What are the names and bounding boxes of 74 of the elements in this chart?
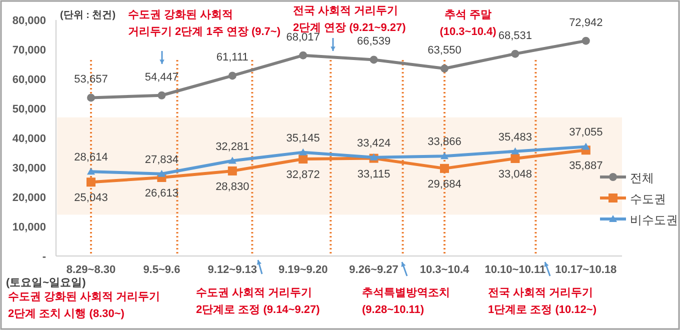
data-label: 35,145 [286,132,320,144]
data-label: 35,483 [498,131,532,144]
x-tick-label: 9.12~9.13 [208,264,258,276]
y-tick-label: 70,000 [12,44,46,56]
text: 수도권 강화된 사회적 거리두기 2단계 조치 시행 (8.30~) [8,291,160,320]
point [299,148,308,156]
point [582,36,590,45]
data-label: 27,834 [144,154,179,166]
data-label: 53,657 [74,74,108,86]
point [87,168,95,175]
data-label: 33,866 [428,136,462,148]
data-label: 68,017 [286,31,320,44]
y-tick-label: 40,000 [12,133,46,145]
legend-label: 수도권 [630,192,666,206]
point [370,56,378,64]
x-tick-label: 10.17~10.18 [555,264,617,276]
annotation: 수도권 강화된 사회적 거리두기 2단계 1주 연장 (9.7~) [128,9,281,38]
x-tick-label: 9.5~9.6 [143,264,180,276]
data-label: 32,872 [286,169,320,182]
point [582,142,590,150]
data-label: 61,111 [216,52,248,64]
text: 수도권 사회적 거리두기 2단계로 조정 (9.14~9.27) [196,287,320,316]
y-tick-label: 50,000 [12,104,46,116]
y-tick-label: - [42,251,46,263]
data-label: 25,043 [74,192,108,204]
y-tick-label: 80,000 [12,15,46,27]
data-label: 33,424 [356,137,391,150]
point [87,94,95,102]
x-tick-label: 8.29~8.30 [66,264,116,276]
data-label: 54,447 [144,71,179,84]
point [510,154,520,164]
data-label: 28,830 [216,180,250,193]
text: 추석특별방역조치 (9.28~10.11) [362,287,450,316]
point [228,156,236,164]
annotation: 추석 주말 (10.3~10.4) [440,9,497,38]
data-label: 35,887 [569,160,603,172]
point [511,147,520,154]
data-label: 37,055 [569,126,603,139]
point [228,166,237,176]
data-label: 26,613 [144,187,179,200]
data-label: 33,115 [357,168,390,180]
y-tick-label: 20,000 [12,192,46,204]
point [440,64,448,73]
data-label: 28,614 [74,152,108,164]
data-label: 72,942 [569,16,603,29]
annotation: (단위 : 천건) [60,10,116,21]
x-tick-label: 9.19~9.20 [278,264,328,276]
y-tick-label: 30,000 [12,162,46,174]
legend-label: 전체 [630,171,654,185]
y-tick-label: 60,000 [12,74,46,86]
point [86,178,96,187]
legend-label: 비수도권 [630,213,678,227]
data-label: 63,550 [428,44,462,57]
y-tick-label: 10,000 [12,222,46,234]
annotation: 전국 사회적 거리두기 2단계 연장 (9.21~9.27) [293,5,406,34]
point [440,164,449,173]
point [228,72,236,80]
data-label: 33,048 [498,168,532,181]
point [299,51,308,60]
point [158,91,166,100]
x-tick-label: 9.26~9.27 [349,264,398,276]
x-tick-label: 10.10~10.11 [484,264,546,276]
point [298,154,308,164]
x-tick-label: 10.3~10.4 [420,264,470,276]
data-label: 68,531 [498,30,532,42]
text: 전국 사회적 거리두기 1단계로 조정 (10.12~) [488,287,597,316]
point [440,152,448,160]
data-label: 32,281 [216,140,250,153]
text: (토요일~일요일) [6,277,86,289]
point [511,50,520,58]
point [158,170,166,177]
data-label: 66,539 [356,36,391,48]
data-label: 29,684 [428,178,462,190]
point [370,153,378,160]
